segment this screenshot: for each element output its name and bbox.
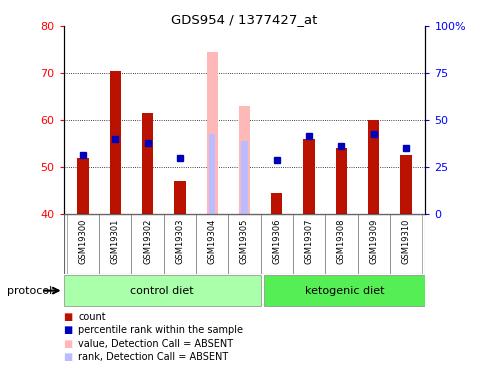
Bar: [264, 275, 425, 306]
Text: GSM19305: GSM19305: [240, 219, 248, 264]
Text: GSM19300: GSM19300: [78, 219, 87, 264]
Text: GSM19303: GSM19303: [175, 219, 184, 264]
Bar: [196, 214, 228, 274]
Bar: [142, 113, 153, 214]
Text: GSM19306: GSM19306: [272, 219, 281, 264]
Bar: [400, 155, 411, 214]
Bar: [241, 141, 247, 214]
Bar: [325, 214, 357, 274]
Bar: [63, 275, 260, 306]
Bar: [209, 134, 215, 214]
Text: GSM19307: GSM19307: [304, 219, 313, 264]
Text: GDS954 / 1377427_at: GDS954 / 1377427_at: [171, 13, 317, 26]
Text: count: count: [78, 312, 105, 322]
Bar: [367, 120, 379, 214]
Bar: [260, 214, 292, 274]
Bar: [77, 158, 88, 214]
Bar: [335, 148, 346, 214]
Bar: [131, 214, 163, 274]
Text: GSM19302: GSM19302: [143, 219, 152, 264]
Bar: [238, 106, 250, 214]
Text: percentile rank within the sample: percentile rank within the sample: [78, 326, 243, 335]
Bar: [228, 214, 260, 274]
Text: value, Detection Call = ABSENT: value, Detection Call = ABSENT: [78, 339, 233, 349]
Text: control diet: control diet: [130, 286, 194, 296]
Text: rank, Detection Call = ABSENT: rank, Detection Call = ABSENT: [78, 352, 228, 362]
Bar: [303, 139, 314, 214]
Text: GSM19304: GSM19304: [207, 219, 216, 264]
Text: ketogenic diet: ketogenic diet: [305, 286, 384, 296]
Bar: [163, 214, 196, 274]
Bar: [389, 214, 421, 274]
Text: GSM19308: GSM19308: [336, 219, 345, 264]
Text: ■: ■: [63, 339, 73, 349]
Bar: [206, 52, 217, 214]
Bar: [292, 214, 325, 274]
Bar: [67, 214, 99, 274]
Bar: [109, 71, 121, 214]
Text: GSM19309: GSM19309: [368, 219, 377, 264]
Text: protocol: protocol: [7, 286, 53, 296]
Bar: [174, 181, 185, 214]
Text: ■: ■: [63, 352, 73, 362]
Bar: [357, 214, 389, 274]
Text: ■: ■: [63, 312, 73, 322]
Text: GSM19301: GSM19301: [111, 219, 120, 264]
Text: GSM19310: GSM19310: [401, 219, 410, 264]
Text: ■: ■: [63, 326, 73, 335]
Bar: [99, 214, 131, 274]
Bar: [271, 193, 282, 214]
